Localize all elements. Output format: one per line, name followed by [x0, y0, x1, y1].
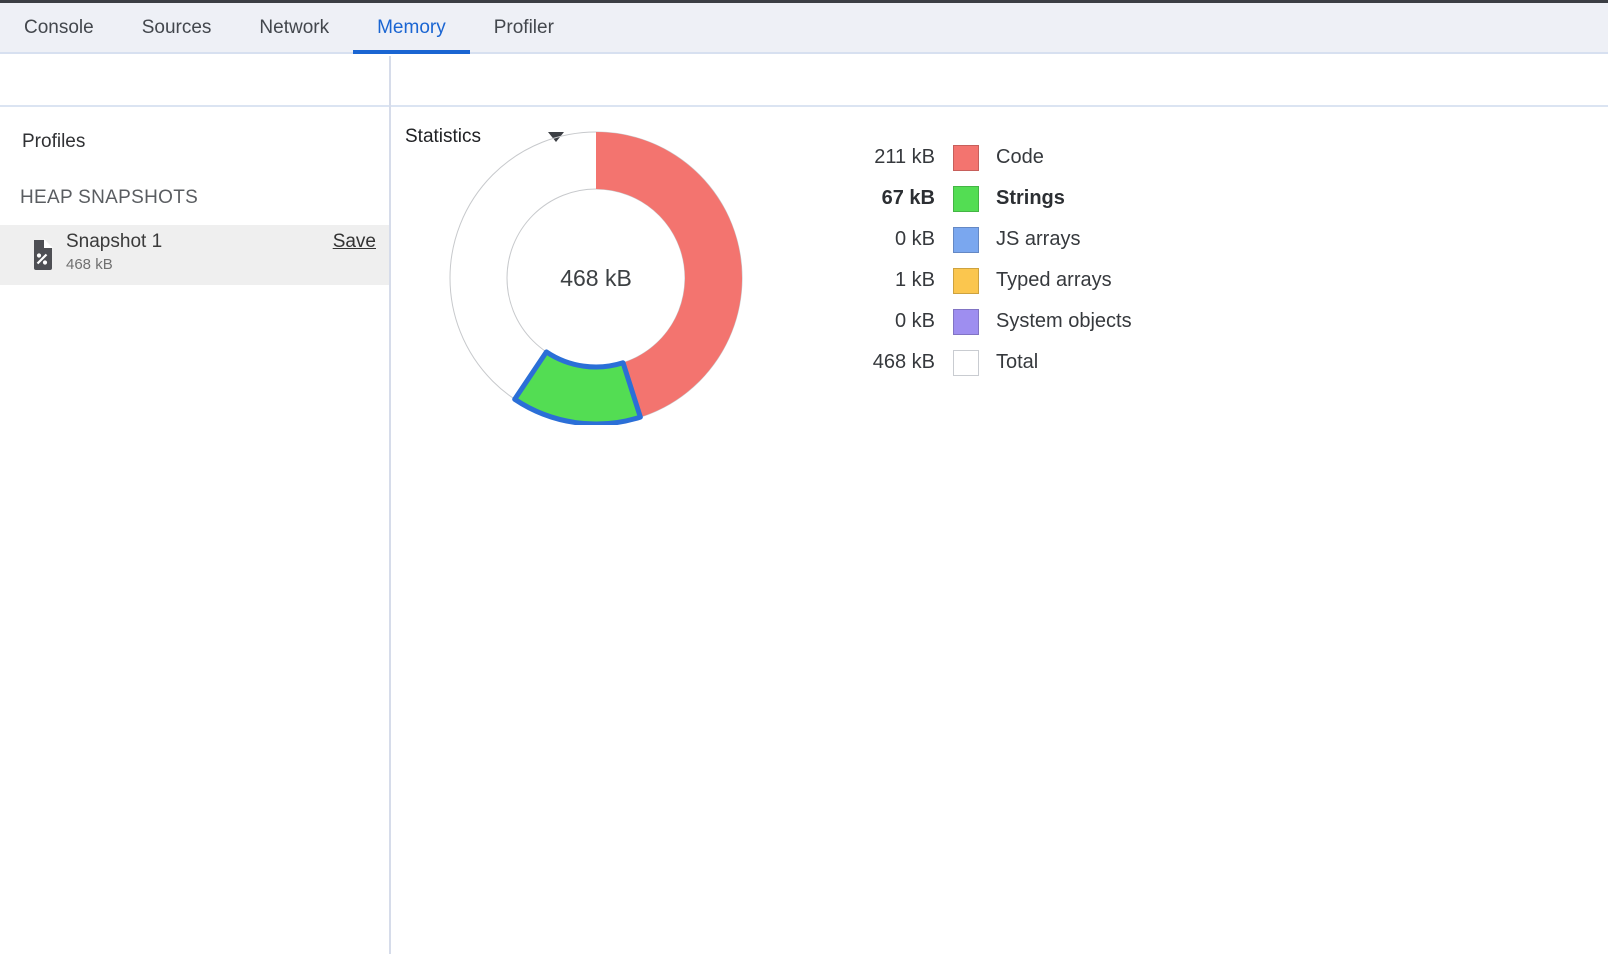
legend-value: 67 kB: [881, 187, 935, 209]
legend-row-strings[interactable]: 67 kB Strings: [859, 178, 1132, 219]
legend-row-total[interactable]: 468 kB Total: [859, 342, 1132, 383]
legend-row-js-arrays[interactable]: 0 kB JS arrays: [859, 219, 1132, 260]
legend-label: System objects: [996, 310, 1132, 332]
window-top-strip: [0, 0, 1608, 3]
donut-svg: [449, 131, 743, 425]
donut-slice-strings[interactable]: [512, 349, 643, 425]
view-selector-value: Statistics: [405, 125, 482, 147]
legend-label: Code: [996, 146, 1044, 168]
heap-snapshot-icon: [34, 239, 53, 270]
legend-row-system-objects[interactable]: 0 kB System objects: [859, 301, 1132, 342]
legend-row-code[interactable]: 211 kB Code: [859, 137, 1132, 178]
tab-memory[interactable]: Memory: [353, 3, 470, 54]
legend-value: 211 kB: [874, 146, 935, 168]
legend-value: 1 kB: [894, 269, 935, 291]
sidebar-item-snapshot-1[interactable]: Snapshot 1 468 kB Save: [0, 225, 389, 285]
tab-bar: Console Sources Network Memory Profiler: [0, 3, 1608, 54]
legend-swatch-typed-arrays: [953, 267, 979, 294]
tab-sources[interactable]: Sources: [141, 16, 212, 38]
legend-swatch-total: [953, 349, 979, 376]
chart-legend: 211 kB Code 67 kB Strings 0 kB JS arrays 1 kB T…: [859, 137, 1132, 383]
legend-label: JS arrays: [996, 228, 1081, 250]
snapshot-size: 468 kB: [66, 256, 113, 273]
legend-value: 0 kB: [894, 310, 935, 332]
profiler-toolbar: Statistics: [0, 56, 1608, 149]
save-snapshot-link[interactable]: Save: [332, 231, 376, 252]
statistics-donut-chart: 468 kB: [449, 131, 743, 425]
tab-console[interactable]: Console: [24, 16, 94, 38]
donut-outline: [506, 188, 686, 368]
legend-label: Strings: [996, 187, 1065, 209]
legend-swatch-code: [953, 144, 979, 171]
legend-swatch-strings: [953, 185, 979, 212]
legend-label: Total: [996, 351, 1039, 373]
profiles-sidebar: Profiles HEAP SNAPSHOTS Snapshot 1 468 k…: [0, 107, 389, 954]
legend-value: 0 kB: [894, 228, 935, 250]
tab-profiler[interactable]: Profiler: [493, 16, 554, 38]
legend-swatch-system-objects: [953, 308, 979, 335]
snapshot-name: Snapshot 1: [66, 231, 163, 252]
chevron-down-icon: [548, 132, 564, 142]
heap-snapshots-section-title: HEAP SNAPSHOTS: [20, 187, 199, 208]
view-selector-dropdown[interactable]: Statistics: [405, 112, 564, 161]
legend-value: 468 kB: [872, 351, 935, 373]
tab-network[interactable]: Network: [259, 16, 330, 38]
donut-slice-code[interactable]: [596, 132, 743, 418]
legend-label: Typed arrays: [996, 269, 1112, 291]
legend-swatch-js-arrays: [953, 226, 979, 253]
legend-row-typed-arrays[interactable]: 1 kB Typed arrays: [859, 260, 1132, 301]
sidebar-divider: [389, 56, 391, 954]
profiles-title: Profiles: [22, 131, 86, 152]
